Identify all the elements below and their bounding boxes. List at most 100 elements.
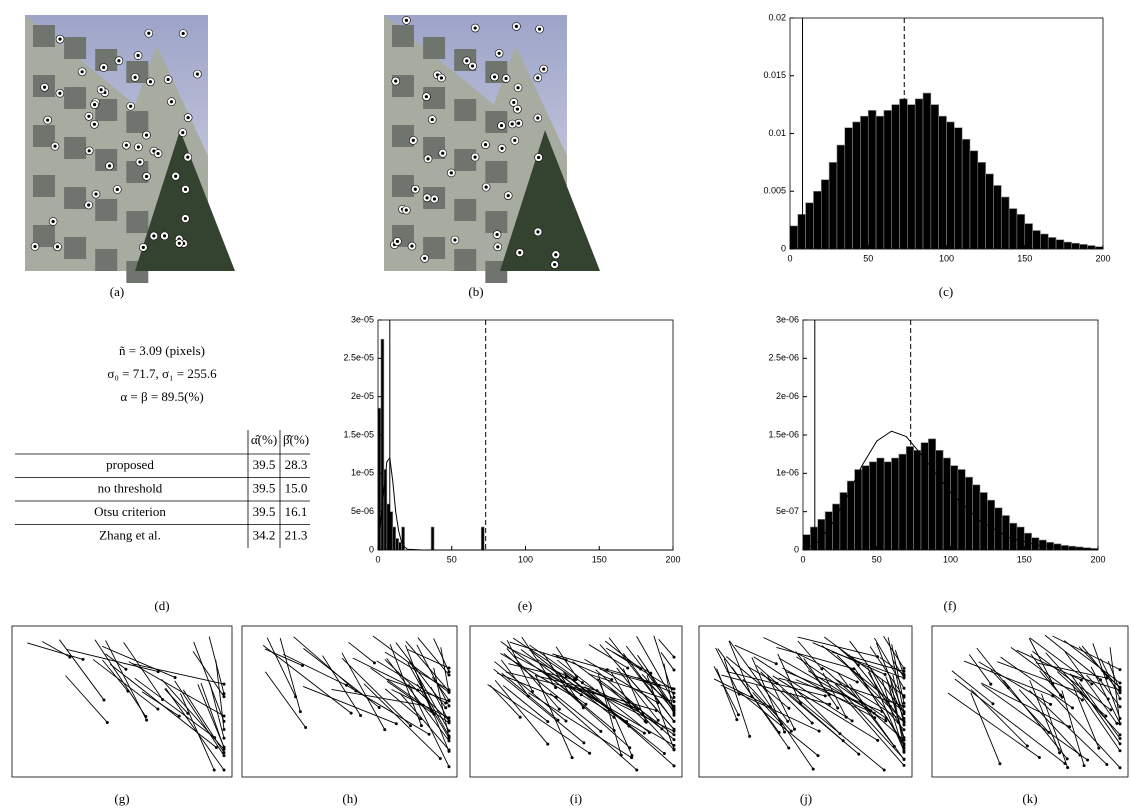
motion-vector — [978, 661, 1051, 705]
vector-end — [1079, 678, 1083, 682]
histogram-bar — [922, 92, 932, 250]
vector-end — [584, 702, 588, 706]
y-tick-label: 0 — [794, 544, 799, 554]
feature-point-center — [133, 75, 137, 79]
motion-vector — [755, 684, 814, 770]
vector-end — [222, 736, 226, 740]
motion-vector — [790, 692, 885, 771]
vector-end — [427, 732, 431, 736]
vector-end — [1079, 691, 1083, 695]
feature-point-center — [518, 251, 522, 255]
vector-end — [1105, 762, 1109, 766]
motion-vector — [1010, 647, 1083, 701]
table-cell: proposed — [106, 457, 154, 472]
motion-vector — [262, 645, 352, 714]
motion-vector — [1003, 679, 1068, 760]
motion-vector — [430, 686, 450, 722]
vector-end — [595, 698, 599, 702]
motion-vector — [585, 687, 675, 732]
motion-vector — [723, 658, 751, 737]
motion-vector — [889, 689, 905, 741]
motion-vector — [265, 671, 306, 728]
motion-vector — [867, 667, 905, 752]
motion-vector — [597, 674, 622, 756]
histogram-bar — [480, 526, 485, 551]
histogram-bar — [813, 190, 822, 250]
vector-end — [793, 727, 797, 731]
vector-end — [447, 670, 451, 674]
window — [95, 99, 118, 121]
vector-end — [1118, 697, 1122, 701]
motion-vector — [556, 659, 650, 733]
vector-end — [844, 715, 848, 719]
vector-end — [612, 715, 616, 719]
vector-end — [998, 762, 1002, 766]
y-tick-label: 0 — [369, 544, 374, 554]
y-tick-label: 1.5e-06 — [768, 429, 799, 439]
motion-vector — [778, 657, 872, 712]
motion-vector — [1000, 656, 1073, 709]
vector-end — [582, 741, 586, 745]
motion-vector — [545, 672, 645, 734]
motion-vector — [386, 680, 435, 715]
histogram-bar — [1024, 223, 1033, 250]
vector-end — [736, 713, 740, 717]
x-tick-label: 100 — [518, 554, 533, 564]
histogram-bar — [844, 127, 853, 250]
motion-vector — [440, 647, 450, 693]
vector-end — [222, 719, 226, 723]
vector-end — [672, 729, 676, 733]
motion-vector — [1044, 634, 1101, 681]
feature-point-center — [46, 118, 50, 122]
feature-point-center — [174, 174, 178, 178]
window — [454, 199, 477, 221]
vector-end — [447, 739, 451, 743]
feature-point-center — [58, 91, 62, 95]
motion-vector — [1072, 684, 1100, 749]
histogram-bar — [985, 173, 994, 250]
motion-vector — [584, 686, 675, 767]
vector-end — [383, 728, 387, 732]
histogram-bar — [810, 526, 819, 551]
x-tick-label: 150 — [592, 554, 607, 564]
motion-vector — [625, 645, 675, 710]
vector-end — [902, 738, 906, 742]
motion-vector — [92, 659, 159, 710]
motion-vector — [370, 667, 450, 724]
window — [33, 175, 55, 197]
vector-end — [546, 742, 550, 746]
motion-vector — [407, 662, 450, 737]
vector-end — [902, 749, 906, 753]
feature-point-center — [94, 192, 98, 196]
feature-point-center — [554, 253, 558, 257]
vector-end — [145, 718, 149, 722]
feature-point-center — [441, 151, 445, 155]
motion-vector — [776, 646, 854, 670]
vector-end — [672, 706, 676, 710]
feature-point-center — [115, 187, 119, 192]
vector-end — [419, 724, 423, 728]
vector-end — [1025, 744, 1029, 748]
y-tick-label: 1.5e-05 — [343, 429, 374, 439]
window — [64, 87, 87, 109]
vector-end — [672, 668, 676, 672]
motion-vector — [772, 675, 878, 741]
vector-end — [672, 738, 676, 742]
motion-vector — [781, 689, 860, 755]
x-tick-label: 50 — [863, 253, 873, 263]
motion-vector — [416, 644, 450, 707]
histogram-bar — [789, 225, 799, 250]
feature-point-center — [542, 67, 546, 71]
motion-vector — [384, 651, 450, 691]
histogram-bar — [930, 104, 939, 250]
vector-end — [447, 690, 451, 694]
motion-vector — [493, 668, 585, 744]
table-cell: 39.5 — [253, 480, 276, 495]
vector-end — [817, 729, 821, 733]
vector-end — [748, 734, 752, 738]
vector-end — [304, 725, 308, 729]
motion-vector — [797, 640, 823, 670]
feature-point-center — [492, 75, 497, 79]
histogram-bar — [899, 98, 908, 250]
vector-end — [447, 673, 451, 677]
